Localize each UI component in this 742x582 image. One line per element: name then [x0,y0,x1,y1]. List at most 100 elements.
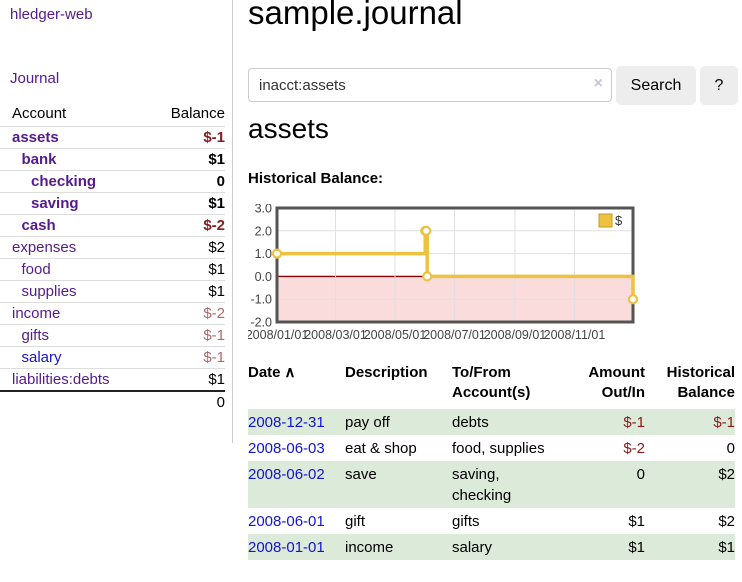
account-row: food $1 [0,258,225,281]
chart-border [275,206,635,324]
sidebar-account-balance: $-1 [150,126,225,149]
register-cell-balance: $-1 [713,413,735,431]
account-row: salary $-1 [0,346,225,369]
account-row: checking 0 [0,170,225,193]
accounts-header-account: Account [12,105,67,122]
register-date-link[interactable]: 2008-12-31 [248,413,325,431]
account-row: saving $1 [0,192,225,215]
sidebar-account-balance: $1 [150,280,225,303]
y-axis-tick-label: 2.0 [255,224,272,238]
register-cell-accounts: gifts [452,512,480,530]
account-heading: assets [248,113,329,144]
register-date-link[interactable]: 2008-01-01 [248,538,325,556]
register-cell-date: 2008-06-02 [248,461,345,508]
sidebar-account-link-gifts[interactable]: gifts [21,327,50,344]
register-cell-amount: $1 [628,512,645,530]
sidebar-account-link-liabilities-debts[interactable]: liabilities:debts [12,371,110,388]
chart-data-point [271,248,283,259]
sidebar-account-link-expenses[interactable]: expenses [12,239,77,256]
sidebar-account-balance: $-2 [150,214,225,237]
help-button[interactable]: ? [700,66,738,105]
account-row: expenses $2 [0,236,225,259]
x-axis-tick-label: 2008/07/01 [423,328,486,342]
register-cell-accounts: saving, checking [452,465,512,504]
search-button[interactable]: Search [616,66,696,105]
register-header-accounts: To/From Account(s) [452,364,531,401]
register-header-balance: Historical Balance [666,364,735,401]
account-row: income $-2 [0,302,225,325]
y-axis-tick-label: -1.0 [250,293,272,307]
search-input-wrap: × [248,68,612,102]
sidebar-account-balance: $-2 [150,302,225,325]
register-cell-balance: 0 [726,439,735,457]
accounts-header-balance: Balance [170,105,225,122]
register-cell-description: income [345,538,394,556]
register-cell-balance: $1 [718,538,735,556]
register-cell-amount: $-1 [623,413,645,431]
sidebar-account-balance: $2 [150,236,225,259]
chart-data-point [421,225,432,236]
register-date-link[interactable]: 2008-06-01 [248,512,325,530]
register-cell-accounts: food, supplies [452,439,545,457]
register-cell-accounts: debts [452,413,489,431]
register-cell-amount: 0 [636,465,645,483]
accounts-table: Account Balance assets $-1 bank $1 checking 0… [0,102,225,413]
account-row: liabilities:debts $1 [0,368,225,391]
register-date-link[interactable]: 2008-06-02 [248,465,325,483]
accounts-total-value: 0 [150,390,225,413]
x-axis-tick-label: 2008/05/01 [364,328,427,342]
x-axis-tick-label: 2008/11/01 [544,328,606,342]
sidebar-account-link-bank[interactable]: bank [21,151,57,168]
register-cell-balance: $2 [718,465,735,483]
account-row: supplies $1 [0,280,225,303]
sidebar-account-balance: $1 [150,192,225,215]
register-row: 2008-06-01 gift gifts $1 $2 [248,508,735,534]
sidebar-account-link-checking[interactable]: checking [31,173,97,190]
register-cell-amount: $-2 [623,439,645,457]
app-brand-link[interactable]: hledger-web [10,6,93,23]
sidebar-account-link-saving[interactable]: saving [31,195,79,212]
sort-ascending-icon: ∧ [284,364,296,381]
sidebar-item-journal[interactable]: Journal [10,70,60,87]
sidebar: hledger-web Journal Account Balance asse… [0,0,233,443]
account-row: cash $-2 [0,214,225,237]
register-row: 2008-06-02 save saving, checking 0 $2 [248,461,735,508]
page-title: sample.journal [248,0,463,31]
register-cell-amount: $1 [628,538,645,556]
register-cell-description: eat & shop [345,439,417,457]
y-axis-tick-label: -2.0 [250,316,272,330]
sidebar-account-link-food[interactable]: food [21,261,51,278]
account-row: bank $1 [0,148,225,171]
x-axis-tick-label: 2008/03/01 [304,328,367,342]
register-cell-date: 2008-01-01 [248,534,345,560]
sidebar-account-link-salary[interactable]: salary [21,349,62,366]
sidebar-account-balance: $-1 [150,346,225,369]
clear-search-icon[interactable]: × [593,75,603,92]
search-input[interactable] [248,68,612,102]
register-cell-balance: $2 [718,512,735,530]
sidebar-account-balance: $1 [150,148,225,171]
account-row: gifts $-1 [0,324,225,347]
x-axis-tick-label: 2008/01/01 [248,328,308,342]
register-row: 2008-12-31 pay off debts $-1 $-1 [248,409,735,435]
chart-data-point [627,294,639,305]
register-cell-date: 2008-12-31 [248,409,345,435]
account-row: assets $-1 [0,126,225,149]
chart-data-point [422,271,433,282]
sidebar-account-link-supplies[interactable]: supplies [21,283,77,300]
register-row: 2008-06-03 eat & shop food, supplies $-2 0 [248,435,735,461]
register-header-amount: Amount Out/In [588,364,645,401]
register-cell-description: save [345,465,377,483]
sidebar-account-link-cash[interactable]: cash [21,217,56,234]
y-axis-tick-label: 0.0 [255,270,272,284]
sidebar-account-balance: $1 [150,258,225,281]
register-date-link[interactable]: 2008-06-03 [248,439,325,457]
register-cell-description: pay off [345,413,390,431]
sidebar-account-link-assets[interactable]: assets [12,129,59,146]
x-axis-tick-label: 2008/09/01 [484,328,547,342]
register-header-date[interactable]: Date ∧ [248,364,296,381]
sidebar-account-link-income[interactable]: income [12,305,61,322]
register-cell-description: gift [345,512,366,530]
historical-balance-chart: $3.0 2.0 1.0 0.0 -1.0 -2.02008/01/012008/03/0… [248,204,639,342]
